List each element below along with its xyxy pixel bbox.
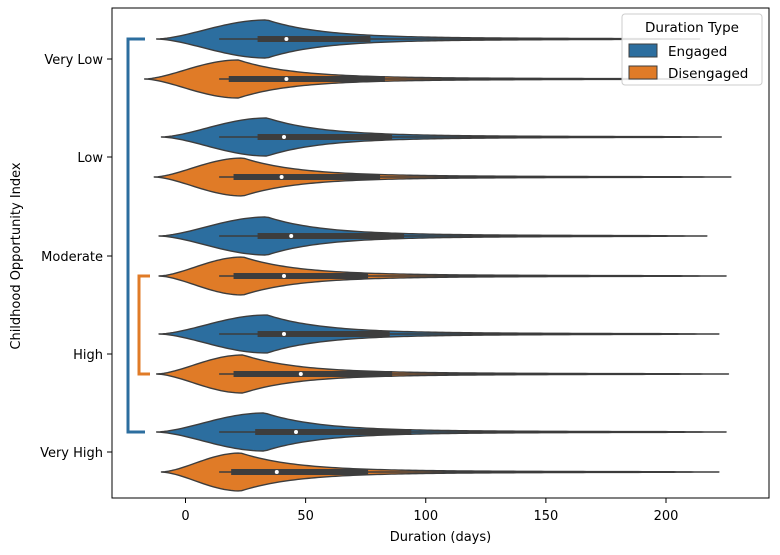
median-moderate-disengaged <box>282 274 287 278</box>
iqr-box-moderate-engaged <box>257 233 405 239</box>
y-axis-label: Childhood Opportunity Index <box>9 162 24 350</box>
x-tick-label: 200 <box>654 509 679 524</box>
median-moderate-engaged <box>289 234 294 238</box>
median-very-high-engaged <box>294 430 299 434</box>
legend-label-disengaged: Disengaged <box>668 66 748 82</box>
x-axis-ticks: 0 50 100 150 200 <box>181 498 678 524</box>
y-tick-label: Low <box>77 151 103 166</box>
iqr-box-very-low-engaged <box>257 36 371 42</box>
legend-label-engaged: Engaged <box>668 44 727 60</box>
legend-title: Duration Type <box>645 20 739 36</box>
legend-swatch-disengaged <box>628 65 658 80</box>
y-tick-label: Moderate <box>41 250 103 265</box>
y-tick-label: Very Low <box>44 53 103 68</box>
iqr-box-moderate-disengaged <box>233 273 369 279</box>
y-tick-label: High <box>73 348 103 363</box>
x-axis-label: Duration (days) <box>390 530 491 545</box>
iqr-box-high-engaged <box>257 331 390 337</box>
legend-swatch-engaged <box>628 43 658 58</box>
x-tick-label: 0 <box>181 509 189 524</box>
iqr-box-very-high-engaged <box>255 429 412 435</box>
median-high-engaged <box>282 332 287 336</box>
median-high-disengaged <box>298 372 303 376</box>
median-low-disengaged <box>279 175 284 179</box>
y-tick-label: Very High <box>40 446 103 461</box>
iqr-box-very-low-disengaged <box>228 76 385 82</box>
significance-brackets <box>126 37 150 434</box>
median-very-low-engaged <box>284 37 289 41</box>
median-very-low-disengaged <box>284 77 289 81</box>
x-tick-label: 150 <box>533 509 558 524</box>
x-tick-label: 100 <box>413 509 438 524</box>
median-very-high-disengaged <box>274 470 279 474</box>
violins-layer <box>143 19 732 492</box>
plot-frame <box>111 7 770 499</box>
bracket-disengaged <box>137 274 150 376</box>
iqr-box-very-high-disengaged <box>231 469 369 475</box>
bracket-engaged <box>126 37 145 434</box>
iqr-box-low-disengaged <box>233 174 381 180</box>
y-axis-ticks: Very Low Low Moderate High Very High <box>40 53 112 461</box>
iqr-box-low-engaged <box>257 134 393 140</box>
median-low-engaged <box>282 135 287 139</box>
x-tick-label: 50 <box>297 509 314 524</box>
legend: Duration Type Engaged Disengaged <box>621 13 763 86</box>
iqr-box-high-disengaged <box>233 371 393 377</box>
